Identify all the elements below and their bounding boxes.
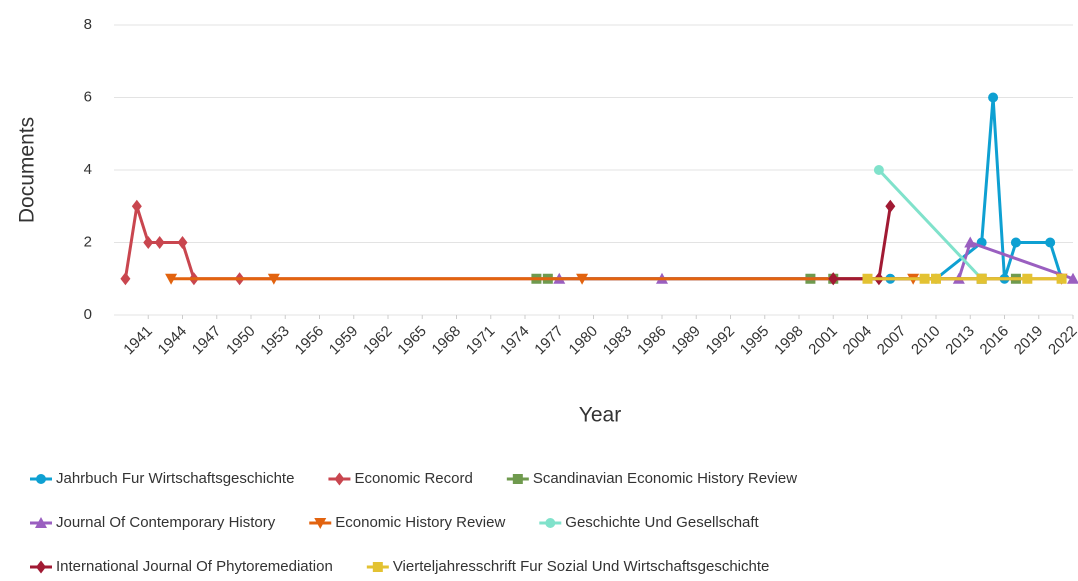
x-tick-label: 1974 [497,323,533,359]
x-tick-label: 2007 [874,323,910,359]
y-axis-label: Documents [16,117,39,223]
legend-marker [314,518,327,529]
data-point [931,273,941,284]
data-point [165,273,178,285]
data-point [862,273,873,284]
legend-label: Economic Record [354,470,472,487]
legend-label: International Journal Of Phytoremediatio… [56,558,333,575]
series-line [877,168,983,280]
legend-marker [372,562,383,572]
x-tick-label: 1944 [155,323,191,359]
data-point [885,199,896,213]
data-point [873,165,884,175]
y-tick-label: 6 [84,88,92,105]
legend-marker [334,472,345,486]
legend-label: Journal Of Contemporary History [56,514,276,531]
x-tick-label: 1992 [703,323,739,359]
x-tick-label: 1950 [223,323,259,359]
data-point [1056,273,1067,284]
data-point [1045,237,1056,248]
data-point [120,272,131,286]
data-point [154,236,165,249]
legend-marker [545,518,556,528]
x-tick-label: 1968 [429,323,465,359]
data-point [267,273,280,285]
series-line [559,240,1074,281]
x-tick-label: 1989 [668,323,704,359]
legend-label: Vierteljahresschrift Fur Sozial Und Wirt… [393,558,770,575]
legend-marker [35,517,47,528]
x-tick-label: 1962 [360,323,396,359]
x-tick-label: 2001 [805,323,841,359]
data-point [1067,272,1078,284]
y-tick-label: 0 [84,306,92,323]
x-tick-label: 2013 [942,323,978,359]
x-tick-label: 1983 [600,323,636,359]
x-tick-label: 1971 [463,323,499,359]
y-tick-label: 2 [84,233,92,250]
x-tick-label: 1977 [531,323,567,359]
data-point [919,273,930,284]
x-tick-label: 2010 [908,323,944,359]
x-tick-label: 2019 [1011,323,1047,359]
x-tick-label: 2004 [840,323,876,359]
legend-label: Geschichte Und Gesellschaft [565,514,759,531]
data-point [131,199,142,213]
x-tick-label: 1953 [257,323,293,359]
data-point [143,236,154,249]
legend-marker [512,474,523,484]
y-tick-label: 4 [84,161,92,178]
legend-marker [36,474,46,484]
legend-marker [36,560,46,574]
series-line [890,97,1064,281]
data-point [964,236,977,248]
x-tick-label: 1995 [737,323,773,359]
x-tick-label: 2016 [977,323,1013,359]
x-tick-label: 1947 [189,323,225,359]
data-point [576,273,589,285]
data-point [1010,237,1021,248]
x-tick-label: 1998 [771,323,807,359]
data-point [177,236,188,249]
x-tick-label: 1941 [120,323,156,359]
legend-label: Scandinavian Economic History Review [533,470,797,487]
y-tick-label: 8 [84,16,92,33]
data-point [976,273,987,284]
x-tick-label: 1965 [394,323,430,359]
data-point [988,92,999,103]
x-tick-label: 1986 [634,323,670,359]
x-axis-label: Year [579,404,621,427]
x-tick-label: 1956 [292,323,328,359]
x-tick-label: 1980 [566,323,602,359]
legend-label: Economic History Review [335,514,505,531]
legend-label: Jahrbuch Fur Wirtschaftsgeschichte [56,470,294,487]
x-tick-label: 1959 [326,323,362,359]
data-point [1022,273,1033,284]
data-point [828,272,839,286]
x-tick-label: 2022 [1045,323,1078,359]
